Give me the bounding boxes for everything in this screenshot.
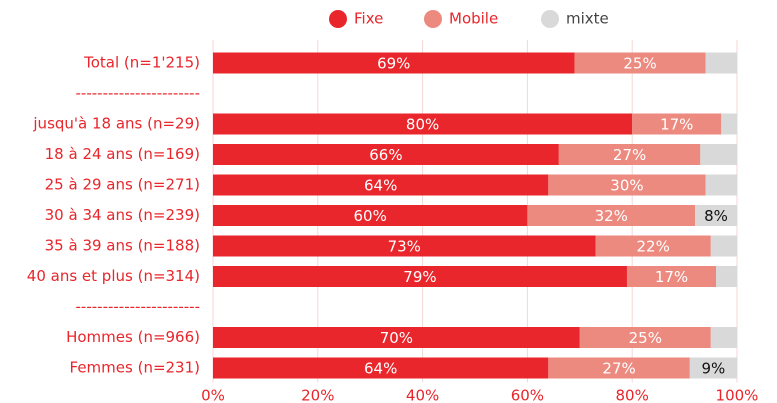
category-label: Femmes (n=231) (70, 359, 200, 377)
legend-label: mixte (566, 10, 609, 28)
data-label: 80% (406, 116, 439, 134)
bar-segment (548, 357, 690, 379)
bar-segment (695, 205, 737, 226)
category-label: ----------------------- (76, 298, 201, 316)
category-label: 35 à 39 ans (n=188) (45, 237, 200, 255)
bar-segment (527, 205, 696, 226)
data-label: 27% (602, 360, 635, 378)
x-tick-label: 60% (511, 387, 544, 403)
category-label: 18 à 24 ans (n=169) (45, 145, 200, 163)
legend-swatch (329, 10, 347, 28)
legend-swatch (424, 10, 442, 28)
bar-segment (705, 174, 737, 196)
data-label: 66% (369, 146, 402, 164)
category-label: ----------------------- (76, 84, 201, 102)
bar-segment (700, 144, 737, 165)
bar-segment (213, 174, 549, 196)
bar-segment (626, 266, 717, 287)
data-label: 30% (610, 177, 643, 195)
bar-segment (213, 52, 575, 74)
data-label: 25% (629, 329, 662, 347)
data-label: 9% (702, 360, 726, 378)
legend-label: Mobile (449, 10, 498, 28)
bar-segment (721, 113, 737, 135)
bar-segment (716, 266, 737, 287)
data-label: 8% (704, 207, 728, 225)
data-label: 17% (655, 268, 688, 286)
x-tick-label: 40% (406, 387, 439, 403)
data-label: 73% (388, 238, 421, 256)
category-label: Total (n=1'215) (83, 54, 200, 72)
data-label: 79% (403, 268, 436, 286)
bar-segment (213, 235, 596, 257)
bar-segment (710, 235, 737, 257)
x-tick-label: 80% (616, 387, 649, 403)
data-label: 22% (636, 238, 669, 256)
bar-segment (710, 327, 737, 348)
bar-segment (213, 144, 559, 165)
data-label: 27% (613, 146, 646, 164)
bar-segment (548, 174, 706, 196)
data-label: 70% (380, 329, 413, 347)
category-label: 40 ans et plus (n=314) (27, 267, 200, 285)
x-tick-label: 100% (716, 387, 759, 403)
bar-segment (213, 266, 627, 287)
data-label: 64% (364, 360, 397, 378)
bar-segment (574, 52, 706, 74)
bar-segment (689, 357, 737, 379)
data-label: 32% (595, 207, 628, 225)
bar-segment (213, 327, 580, 348)
bar-segment (213, 357, 549, 379)
data-label: 60% (354, 207, 387, 225)
bar-segment (632, 113, 722, 135)
bar-segment (595, 235, 711, 257)
category-label: jusqu'à 18 ans (n=29) (32, 115, 200, 133)
legend-swatch (541, 10, 559, 28)
data-label: 17% (660, 116, 693, 134)
legend-label: Fixe (354, 10, 383, 28)
bar-segment (213, 113, 633, 135)
bar-segment (558, 144, 701, 165)
bar-segment (579, 327, 711, 348)
x-tick-label: 0% (201, 387, 225, 403)
bar-segment (705, 52, 737, 74)
category-label: 25 à 29 ans (n=271) (45, 176, 200, 194)
bar-segment (213, 205, 528, 226)
x-tick-label: 20% (301, 387, 334, 403)
data-label: 64% (364, 177, 397, 195)
category-label: Hommes (n=966) (66, 328, 200, 346)
data-label: 25% (623, 55, 656, 73)
category-label: 30 à 34 ans (n=239) (45, 206, 200, 224)
data-label: 69% (377, 55, 410, 73)
